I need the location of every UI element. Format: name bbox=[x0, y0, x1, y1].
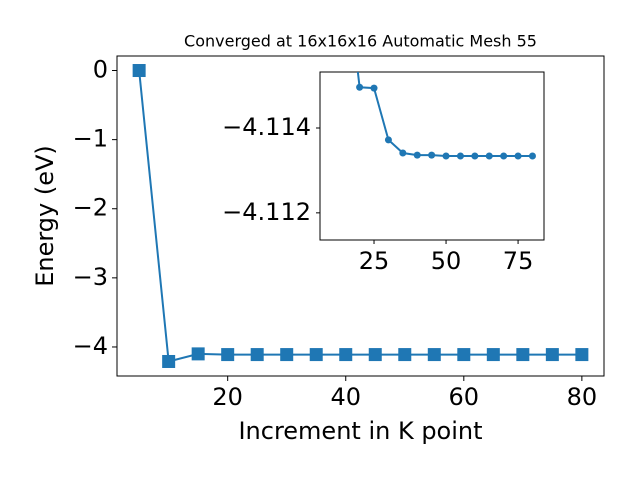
x-tick-label: 50 bbox=[431, 247, 462, 275]
x-tick-label: 60 bbox=[449, 383, 480, 411]
chart-title: Converged at 16x16x16 Automatic Mesh 55 bbox=[184, 32, 537, 51]
plot-content bbox=[356, 72, 536, 160]
marker bbox=[514, 152, 522, 160]
marker bbox=[413, 151, 421, 159]
line bbox=[138, 70, 582, 363]
marker bbox=[500, 152, 508, 160]
x-axis-label: Increment in K point bbox=[238, 417, 482, 445]
x-tick-label: 40 bbox=[330, 383, 361, 411]
x-tick-label: 80 bbox=[567, 383, 598, 411]
plot-content bbox=[132, 64, 589, 368]
marker bbox=[457, 348, 471, 362]
marker bbox=[575, 348, 589, 362]
marker bbox=[250, 348, 264, 362]
y-axis-label: Energy (eV) bbox=[31, 145, 59, 287]
marker bbox=[427, 348, 441, 362]
marker bbox=[442, 152, 450, 160]
x-tick-label: 75 bbox=[503, 247, 534, 275]
marker bbox=[528, 152, 536, 160]
y-tick-label: −4.112 bbox=[222, 198, 311, 226]
marker bbox=[486, 348, 500, 362]
marker bbox=[368, 348, 382, 362]
y-tick-label: −2 bbox=[73, 194, 108, 222]
marker bbox=[370, 84, 378, 92]
marker bbox=[545, 348, 559, 362]
marker bbox=[356, 83, 364, 91]
x-tick-label: 25 bbox=[359, 247, 390, 275]
marker bbox=[221, 348, 235, 362]
marker bbox=[280, 348, 294, 362]
marker bbox=[339, 348, 353, 362]
marker bbox=[456, 152, 464, 160]
marker bbox=[398, 348, 412, 362]
marker bbox=[384, 136, 392, 144]
y-tick-label: −1 bbox=[73, 125, 108, 153]
y-tick-label: −3 bbox=[73, 263, 108, 291]
x-tick-label: 20 bbox=[212, 383, 243, 411]
marker bbox=[428, 151, 436, 159]
marker bbox=[516, 348, 530, 362]
marker bbox=[471, 152, 479, 160]
marker bbox=[132, 64, 146, 78]
y-tick-label: −4.114 bbox=[222, 113, 311, 141]
marker bbox=[309, 348, 323, 362]
marker bbox=[485, 152, 493, 160]
y-tick-label: 0 bbox=[93, 56, 108, 84]
marker bbox=[162, 354, 176, 368]
marker bbox=[399, 149, 407, 157]
y-tick-label: −4 bbox=[73, 332, 108, 360]
marker bbox=[191, 347, 205, 361]
